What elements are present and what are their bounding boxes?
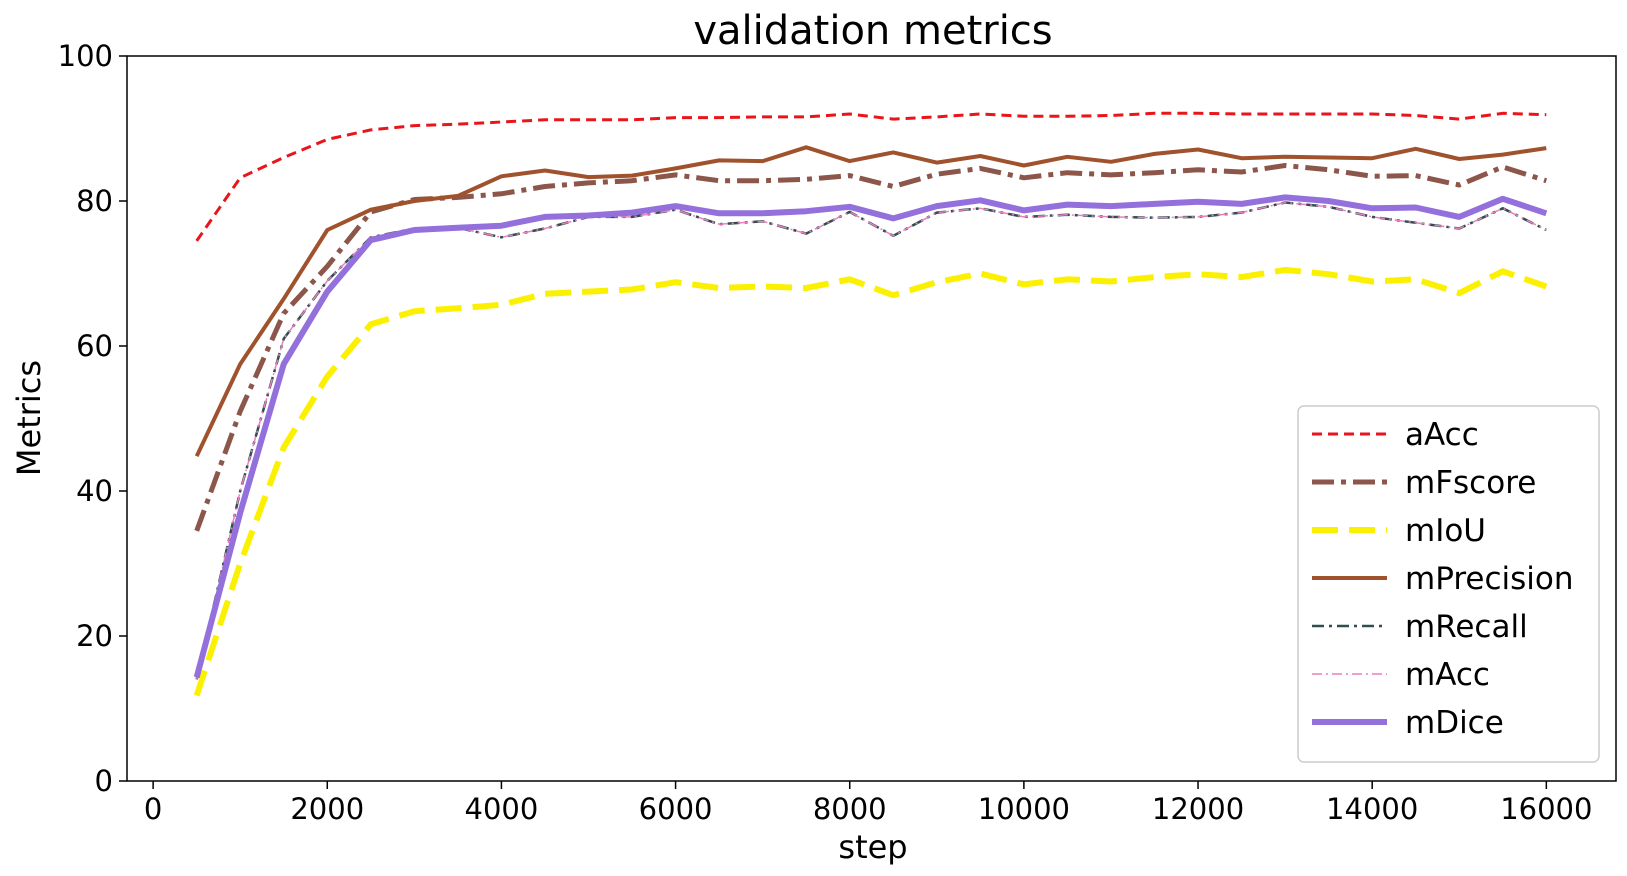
series-line-mIoU — [193, 266, 1548, 697]
legend-label-mAcc: mAcc — [1405, 657, 1490, 693]
x-tick-label: 8000 — [813, 792, 887, 826]
series-layer — [193, 111, 1548, 697]
legend-label-mRecall: mRecall — [1405, 609, 1528, 645]
series-line-mDice — [193, 194, 1548, 679]
legend-label-mDice: mDice — [1405, 705, 1504, 741]
x-axis-ticks: 0 2000 4000 6000 8000 10000 12000 14000 16000 — [144, 781, 1592, 826]
legend-box — [1297, 405, 1600, 763]
y-tick-label: 80 — [76, 184, 113, 218]
legend: aAcc mFscore mIoU mPrecision mRecall mAcc mDic… — [1297, 405, 1600, 763]
legend-label-mIoU: mIoU — [1405, 513, 1486, 549]
y-tick-label: 60 — [76, 329, 113, 363]
y-tick-label: 40 — [76, 474, 113, 508]
series-line-mPrecision — [194, 145, 1547, 458]
y-tick-label: 20 — [76, 619, 113, 653]
plot-area — [126, 55, 1617, 782]
y-axis-ticks: 0 20 40 60 80 100 — [58, 39, 127, 798]
y-tick-label: 0 — [95, 764, 113, 798]
legend-label-aAcc: aAcc — [1405, 417, 1479, 453]
x-tick-label: 12000 — [1152, 792, 1244, 826]
x-tick-label: 10000 — [978, 792, 1070, 826]
y-tick-label: 100 — [58, 39, 113, 73]
x-tick-label: 4000 — [465, 792, 539, 826]
chart-title: validation metrics — [693, 8, 1052, 54]
x-tick-label: 6000 — [639, 792, 713, 826]
x-tick-label: 2000 — [290, 792, 364, 826]
x-tick-label: 16000 — [1500, 792, 1592, 826]
legend-label-mPrecision: mPrecision — [1405, 561, 1574, 597]
series-line-aAcc — [195, 111, 1547, 242]
legend-label-mFscore: mFscore — [1405, 465, 1536, 501]
series-line-mAcc — [195, 201, 1547, 680]
x-tick-label: 0 — [144, 792, 162, 826]
x-axis-label: step — [838, 828, 907, 866]
x-tick-label: 14000 — [1326, 792, 1418, 826]
plot-frame — [126, 55, 1617, 782]
y-axis-label: Metrics — [10, 360, 48, 476]
